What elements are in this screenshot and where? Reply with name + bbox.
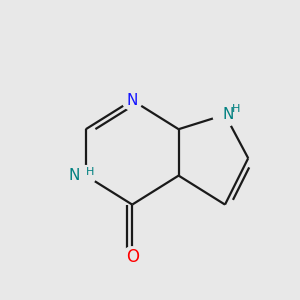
Text: N: N — [68, 168, 80, 183]
Text: H: H — [85, 167, 94, 177]
Text: N: N — [222, 107, 234, 122]
Text: H: H — [232, 104, 240, 114]
Text: O: O — [126, 248, 139, 266]
Circle shape — [213, 103, 237, 127]
Circle shape — [122, 90, 142, 110]
Circle shape — [76, 166, 96, 186]
Circle shape — [122, 247, 142, 267]
Text: N: N — [127, 93, 138, 108]
